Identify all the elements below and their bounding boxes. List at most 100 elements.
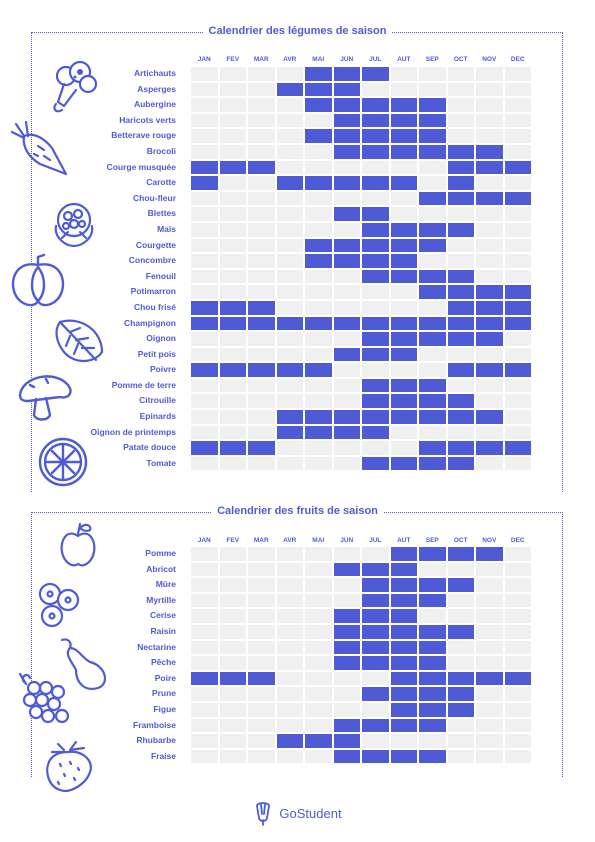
off-season-cell [362,363,389,377]
item-label: Blettes [147,208,176,219]
in-season-cell [362,222,389,237]
in-season-cell [390,578,417,592]
season-row [191,718,531,733]
in-season-cell [276,363,303,377]
season-row [191,285,531,299]
in-season-cell [333,734,360,748]
vegetable-calendar-title: Calendrier des légumes de saison [0,25,595,37]
season-row [191,749,531,764]
off-season-cell [362,82,389,97]
in-season-cell [504,191,531,206]
off-season-cell [390,207,417,221]
brand-footer: GoStudent [0,800,595,826]
off-season-cell [305,113,332,128]
off-season-cell [248,191,275,206]
off-season-cell [191,734,218,748]
fruit-calendar-title: Calendrier des fruits de saison [0,505,595,517]
off-season-cell [276,562,303,577]
off-season-cell [191,640,218,655]
off-season-cell [476,98,503,112]
off-season-cell [504,144,531,159]
off-season-cell [362,734,389,748]
item-label: Citrouille [139,395,176,406]
season-row [191,332,531,346]
month-header-nov: NOV [482,56,497,63]
in-season-cell [305,363,332,377]
in-season-cell [447,144,474,159]
cauliflower-icon [48,198,100,252]
in-season-cell [419,718,446,733]
item-label: Pomme [145,548,176,558]
off-season-cell [219,702,246,717]
in-season-cell [419,593,446,608]
item-label: Aubergine [133,99,176,110]
in-season-cell [333,316,360,331]
in-season-cell [390,113,417,128]
off-season-cell [504,578,531,592]
season-row [191,640,531,655]
in-season-cell [390,609,417,623]
off-season-cell [276,98,303,112]
off-season-cell [248,410,275,424]
off-season-cell [248,285,275,299]
in-season-cell [191,176,218,190]
in-season-cell [447,671,474,686]
off-season-cell [248,609,275,623]
off-season-cell [219,238,246,253]
in-season-cell [333,609,360,623]
in-season-cell [476,410,503,424]
off-season-cell [305,593,332,608]
in-season-cell [419,656,446,670]
off-season-cell [191,547,218,561]
in-season-cell [390,624,417,639]
off-season-cell [504,640,531,655]
in-season-cell [419,98,446,112]
off-season-cell [248,129,275,143]
in-season-cell [362,687,389,701]
season-row [191,702,531,717]
in-season-cell [362,656,389,670]
off-season-cell [219,593,246,608]
off-season-cell [276,378,303,393]
in-season-cell [419,702,446,717]
off-season-cell [276,144,303,159]
in-season-cell [362,129,389,143]
item-label: Courgette [135,239,176,250]
in-season-cell [390,378,417,393]
off-season-cell [504,269,531,284]
month-header-fev: FEV [226,56,240,63]
item-label: Betterave rouge [111,130,176,141]
off-season-cell [191,425,218,440]
season-row [191,207,531,221]
in-season-cell [504,671,531,686]
in-season-cell [447,269,474,284]
in-season-cell [447,456,474,471]
in-season-cell [333,656,360,670]
item-label: Courge musquée [106,161,176,172]
off-season-cell [476,254,503,268]
off-season-cell [504,332,531,346]
off-season-cell [447,749,474,764]
in-season-cell [305,238,332,253]
in-season-cell [362,562,389,577]
off-season-cell [248,687,275,701]
off-season-cell [219,82,246,97]
off-season-cell [305,562,332,577]
in-season-cell [390,656,417,670]
in-season-cell [305,734,332,748]
in-season-cell [362,176,389,190]
off-season-cell [276,332,303,346]
off-season-cell [248,254,275,268]
off-season-cell [219,734,246,748]
off-season-cell [305,656,332,670]
strawberry-icon [40,740,96,796]
off-season-cell [276,129,303,143]
off-season-cell [219,285,246,299]
in-season-cell [504,160,531,175]
off-season-cell [476,378,503,393]
off-season-cell [191,624,218,639]
in-season-cell [390,269,417,284]
off-season-cell [248,734,275,748]
off-season-cell [447,254,474,268]
pear-icon [58,636,112,692]
